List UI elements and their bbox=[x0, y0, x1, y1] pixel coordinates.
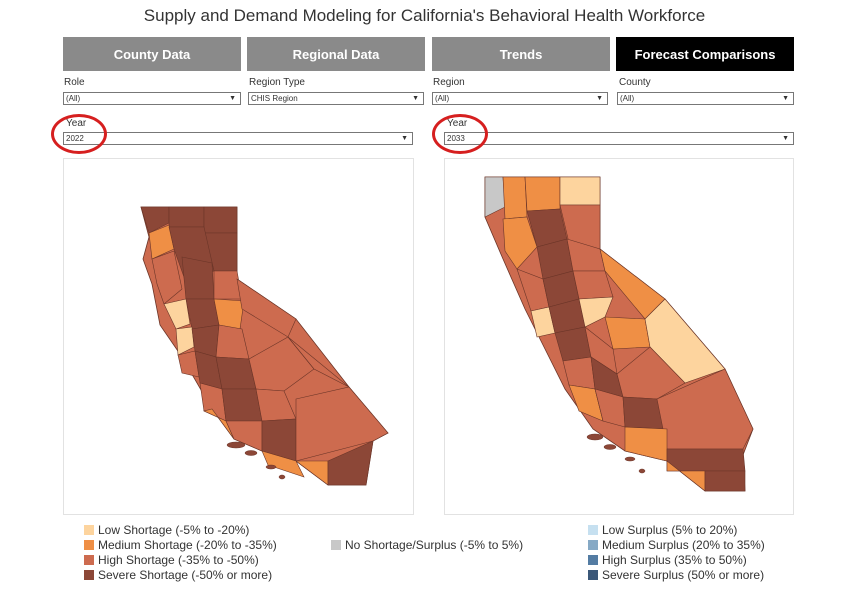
annotation-circle-right bbox=[432, 114, 488, 154]
legend-swatch bbox=[588, 555, 598, 565]
legend-label: High Surplus (35% to 50%) bbox=[602, 553, 747, 567]
page-title: Supply and Demand Modeling for Californi… bbox=[143, 6, 706, 25]
chevron-down-icon: ▼ bbox=[401, 135, 408, 142]
legend-label: High Shortage (-35% to -50%) bbox=[98, 553, 259, 567]
chevron-down-icon: ▼ bbox=[782, 135, 789, 142]
county-filter-label: County bbox=[619, 77, 651, 88]
legend-label: Severe Surplus (50% or more) bbox=[602, 568, 765, 582]
legend-swatch bbox=[84, 525, 94, 535]
region-type-filter-label: Region Type bbox=[249, 77, 305, 88]
legend-swatch bbox=[331, 540, 341, 550]
region-select-value: (All) bbox=[435, 94, 450, 103]
region-type-select-value: CHIS Region bbox=[251, 94, 298, 103]
legend-label: Low Surplus (5% to 20%) bbox=[602, 523, 738, 537]
chevron-down-icon: ▼ bbox=[229, 95, 236, 102]
legend-label: No Shortage/Surplus (-5% to 5%) bbox=[345, 538, 524, 552]
tab-county-data[interactable]: County Data bbox=[63, 37, 241, 71]
legend-swatch bbox=[84, 540, 94, 550]
california-map-2022[interactable] bbox=[64, 159, 413, 514]
legend-swatch bbox=[588, 570, 598, 580]
legend-item-severe-shortage: Severe Shortage (-50% or more) bbox=[84, 568, 272, 582]
year-right-select[interactable]: 2033 ▼ bbox=[444, 132, 794, 145]
legend-item-no-shortage-surplus: No Shortage/Surplus (-5% to 5%) bbox=[331, 538, 523, 552]
map-panel-2022 bbox=[63, 158, 414, 515]
legend-label: Severe Shortage (-50% or more) bbox=[98, 568, 273, 582]
role-select[interactable]: (All) ▼ bbox=[63, 92, 241, 105]
chevron-down-icon: ▼ bbox=[782, 95, 789, 102]
legend-swatch bbox=[84, 555, 94, 565]
legend-item-low-surplus: Low Surplus (5% to 20%) bbox=[588, 523, 737, 537]
county-select[interactable]: (All) ▼ bbox=[617, 92, 794, 105]
chevron-down-icon: ▼ bbox=[412, 95, 419, 102]
tab-trends[interactable]: Trends bbox=[432, 37, 610, 71]
annotation-circle-left bbox=[51, 114, 107, 154]
region-select[interactable]: (All) ▼ bbox=[432, 92, 608, 105]
legend-item-high-surplus: High Surplus (35% to 50%) bbox=[588, 553, 747, 567]
legend-item-medium-shortage: Medium Shortage (-20% to -35%) bbox=[84, 538, 277, 552]
legend-label: Medium Surplus (20% to 35%) bbox=[602, 538, 765, 552]
legend-label: Medium Shortage (-20% to -35%) bbox=[98, 538, 277, 552]
tab-forecast-comparisons[interactable]: Forecast Comparisons bbox=[616, 37, 794, 71]
legend-swatch bbox=[588, 540, 598, 550]
legend-item-low-shortage: Low Shortage (-5% to -20%) bbox=[84, 523, 249, 537]
chevron-down-icon: ▼ bbox=[596, 95, 603, 102]
legend-label: Low Shortage (-5% to -20%) bbox=[98, 523, 250, 537]
county-select-value: (All) bbox=[620, 94, 635, 103]
region-type-select[interactable]: CHIS Region ▼ bbox=[248, 92, 424, 105]
legend-swatch bbox=[84, 570, 94, 580]
year-left-select[interactable]: 2022 ▼ bbox=[63, 132, 413, 145]
legend-item-medium-surplus: Medium Surplus (20% to 35%) bbox=[588, 538, 765, 552]
legend-item-severe-surplus: Severe Surplus (50% or more) bbox=[588, 568, 764, 582]
california-map-2033[interactable] bbox=[445, 159, 793, 514]
region-filter-label: Region bbox=[433, 77, 465, 88]
tab-regional-data[interactable]: Regional Data bbox=[247, 37, 425, 71]
map-panel-2033 bbox=[444, 158, 794, 515]
legend-item-high-shortage: High Shortage (-35% to -50%) bbox=[84, 553, 259, 567]
legend-swatch bbox=[588, 525, 598, 535]
role-select-value: (All) bbox=[66, 94, 81, 103]
role-filter-label: Role bbox=[64, 77, 85, 88]
